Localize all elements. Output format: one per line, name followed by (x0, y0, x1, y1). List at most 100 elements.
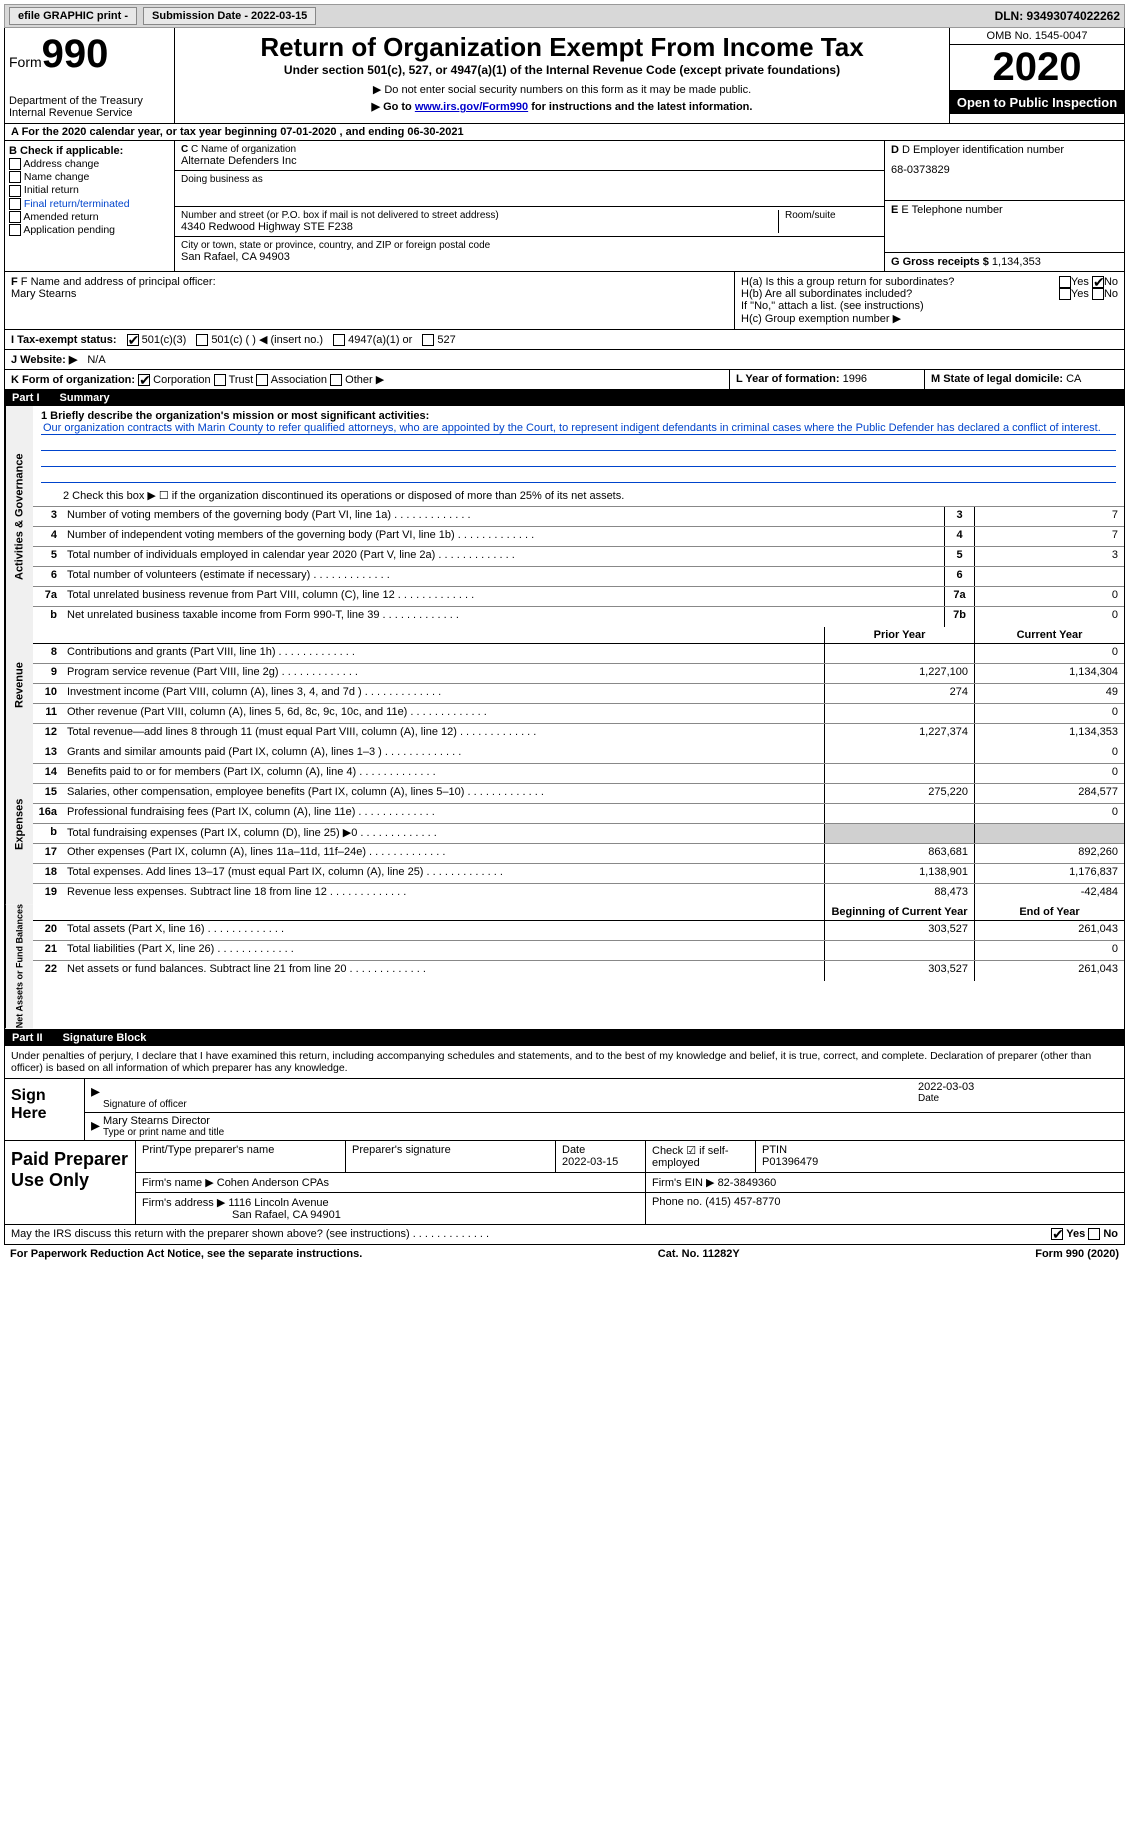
paid-lbl: Paid Preparer Use Only (5, 1141, 135, 1224)
prior-val: 274 (824, 684, 974, 703)
irs-link[interactable]: www.irs.gov/Form990 (415, 101, 528, 113)
self-emp: Check ☑ if self-employed (652, 1144, 749, 1169)
row-lbl: Other expenses (Part IX, column (A), lin… (63, 844, 824, 863)
address: 4340 Redwood Highway STE F238 (181, 221, 778, 233)
submission-date: Submission Date - 2022-03-15 (143, 7, 316, 25)
prior-val (824, 744, 974, 763)
row-j-website: J Website: ▶ N/A (4, 350, 1125, 370)
top-bar: efile GRAPHIC print - Submission Date - … (4, 4, 1125, 28)
lbl: E Telephone number (901, 204, 1002, 216)
officer-sig-line: ▸ Signature of officer 2022-03-03Date (85, 1079, 1124, 1113)
current-val: 284,577 (974, 784, 1124, 803)
officer-name: Mary Stearns (11, 288, 728, 300)
row-val: 3 (974, 547, 1124, 566)
gross-field: G Gross receipts $ 1,134,353 (885, 253, 1124, 271)
note-post: for instructions and the latest informat… (528, 101, 752, 113)
table-row: 20 Total assets (Part X, line 16) 303,52… (33, 921, 1124, 941)
lbl: Other ▶ (345, 374, 384, 386)
part-num: Part II (12, 1032, 43, 1044)
current-val: 892,260 (974, 844, 1124, 863)
sig-lbl: Signature of officer (103, 1099, 918, 1110)
table-row: 6 Total number of volunteers (estimate i… (33, 567, 1124, 587)
row-num: 6 (33, 567, 63, 586)
row-lbl: Number of independent voting members of … (63, 527, 944, 546)
chk-initial-return[interactable]: Initial return (9, 184, 170, 196)
row-num: 8 (33, 644, 63, 663)
chk-lbl: Final return/terminated (24, 198, 130, 210)
row-num: 13 (33, 744, 63, 763)
tab-expenses: Expenses (5, 744, 33, 904)
period-text: A For the 2020 calendar year, or tax yea… (11, 126, 464, 138)
row-val: 0 (974, 587, 1124, 606)
revenue-group: Revenue Prior Year Current Year 8 Contri… (5, 627, 1124, 744)
opt-501c[interactable]: 501(c) ( ) ◀ (insert no.) (196, 333, 323, 346)
yes: Yes (1071, 276, 1089, 288)
current-val: 0 (974, 644, 1124, 663)
opt-corp[interactable]: Corporation (138, 374, 211, 386)
current-val: 261,043 (974, 961, 1124, 981)
opt-501c3[interactable]: 501(c)(3) (127, 334, 187, 346)
prior-val: 275,220 (824, 784, 974, 803)
row-num: 14 (33, 764, 63, 783)
opt-trust[interactable]: Trust (214, 374, 254, 386)
yes: Yes (1071, 288, 1089, 300)
chk-name-change[interactable]: Name change (9, 171, 170, 183)
row-num: 21 (33, 941, 63, 960)
chk-final-return[interactable]: Final return/terminated (9, 198, 170, 210)
prior-val (824, 824, 974, 843)
mission-text: Our organization contracts with Marin Co… (41, 422, 1116, 435)
table-row: 4 Number of independent voting members o… (33, 527, 1124, 547)
lbl: Phone no. (652, 1196, 702, 1208)
lbl: Preparer's signature (352, 1144, 549, 1156)
table-row: 18 Total expenses. Add lines 13–17 (must… (33, 864, 1124, 884)
row-lbl: Total liabilities (Part X, line 26) (63, 941, 824, 960)
chk-amended[interactable]: Amended return (9, 211, 170, 223)
row-val (974, 567, 1124, 586)
firm-phone: (415) 457-8770 (705, 1196, 780, 1208)
chk-app-pending[interactable]: Application pending (9, 224, 170, 236)
prior-val: 303,527 (824, 961, 974, 981)
sig-date: 2022-03-03 (918, 1081, 1118, 1093)
opt-527[interactable]: 527 (422, 334, 455, 346)
opt-assoc[interactable]: Association (256, 374, 327, 386)
gross-receipts: 1,134,353 (992, 256, 1041, 268)
current-val (974, 824, 1124, 843)
lbl: Date (562, 1144, 639, 1156)
declaration: Under penalties of perjury, I declare th… (5, 1046, 1124, 1078)
note-ssn: ▶ Do not enter social security numbers o… (183, 83, 941, 96)
part1-header: Part I Summary (4, 390, 1125, 406)
hdr-begin: Beginning of Current Year (824, 904, 974, 920)
lbl: PTIN (762, 1144, 1118, 1156)
part-title: Signature Block (63, 1032, 147, 1044)
table-row: 15 Salaries, other compensation, employe… (33, 784, 1124, 804)
lbl: Corporation (153, 374, 210, 386)
efile-button[interactable]: efile GRAPHIC print - (9, 7, 137, 25)
b-header: B Check if applicable: (9, 145, 170, 157)
hb-yesno: Yes No (1059, 288, 1118, 300)
table-row: 13 Grants and similar amounts paid (Part… (33, 744, 1124, 764)
row-num: 3 (33, 507, 63, 526)
hb-lbl: H(b) Are all subordinates included? (741, 288, 912, 300)
tel-field: E E Telephone number (885, 201, 1124, 253)
caret-icon: ▸ (91, 1115, 103, 1138)
chk-address-change[interactable]: Address change (9, 158, 170, 170)
section-f-h: F F Name and address of principal office… (4, 272, 1125, 330)
prior-val: 303,527 (824, 921, 974, 940)
row-lbl: Investment income (Part VIII, column (A)… (63, 684, 824, 703)
footer-mid: Cat. No. 11282Y (658, 1248, 740, 1260)
form-990-page: efile GRAPHIC print - Submission Date - … (0, 0, 1129, 1267)
opt-other[interactable]: Other ▶ (330, 374, 384, 386)
netassets-group: Net Assets or Fund Balances Beginning of… (5, 904, 1124, 1028)
row-num: 16a (33, 804, 63, 823)
discuss-row: May the IRS discuss this return with the… (5, 1224, 1124, 1244)
prior-val (824, 941, 974, 960)
row-lbl: Total number of individuals employed in … (63, 547, 944, 566)
opt-4947[interactable]: 4947(a)(1) or (333, 334, 412, 346)
governance-group: Activities & Governance 1 Briefly descri… (5, 406, 1124, 627)
prior-val: 1,227,374 (824, 724, 974, 744)
part-title: Summary (60, 392, 110, 404)
row-num: b (33, 607, 63, 627)
row-num: 15 (33, 784, 63, 803)
current-val: 0 (974, 804, 1124, 823)
officer-name-title: Mary Stearns Director (103, 1115, 1118, 1127)
